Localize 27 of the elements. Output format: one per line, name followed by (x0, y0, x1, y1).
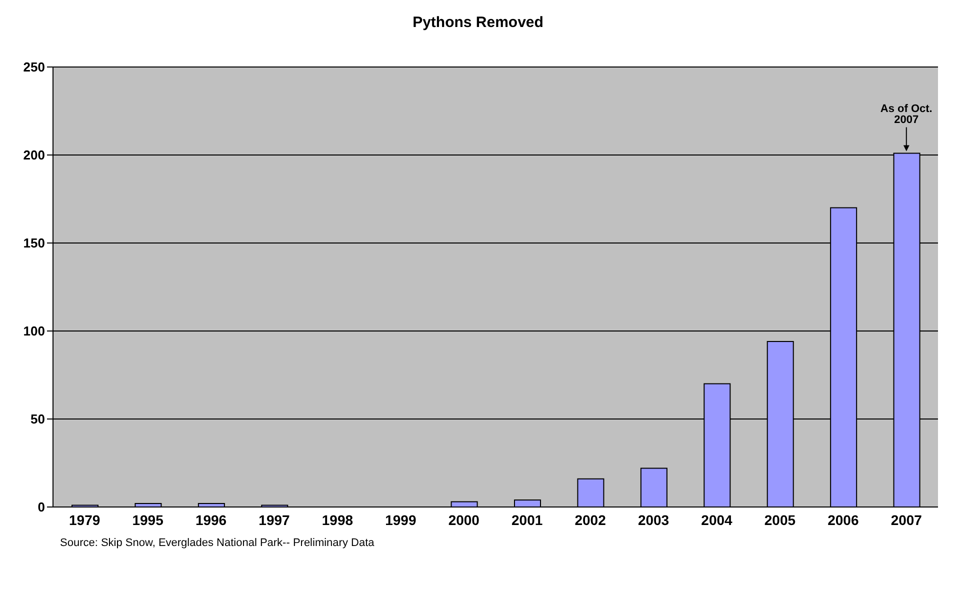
bar (577, 478, 604, 507)
x-tick-label: 2007 (890, 512, 922, 528)
bar (640, 468, 668, 507)
x-tick-label: 2003 (638, 512, 670, 528)
chart-title: Pythons Removed (412, 14, 544, 31)
annotation: As of Oct. 2007 (880, 103, 932, 126)
x-tick-label: 1995 (132, 512, 164, 528)
y-tick-label: 200 (23, 148, 45, 163)
y-tick-label: 150 (23, 236, 45, 251)
x-tick-label: 2002 (574, 512, 606, 528)
x-tick-label: 2001 (512, 512, 543, 528)
x-tick-label: 1999 (385, 512, 416, 528)
y-tick-label: 100 (23, 324, 45, 339)
y-tick-label: 0 (38, 500, 45, 515)
y-tick-label: 50 (30, 412, 45, 427)
x-tick-label: 2000 (448, 512, 480, 528)
bar (514, 499, 541, 507)
source-note: Source: Skip Snow, Everglades National Park-- Preliminary Data (60, 537, 376, 549)
x-tick-label: 2004 (701, 512, 733, 528)
y-tick-label: 250 (23, 60, 45, 75)
x-tick-label: 1997 (258, 512, 290, 528)
x-tick-label: 1979 (69, 512, 100, 528)
bar (450, 501, 478, 507)
x-tick-label: 2005 (764, 512, 796, 528)
x-tick-label: 1996 (195, 512, 227, 528)
x-tick-label: 2006 (828, 512, 859, 528)
x-tick-label: 1998 (322, 512, 354, 528)
